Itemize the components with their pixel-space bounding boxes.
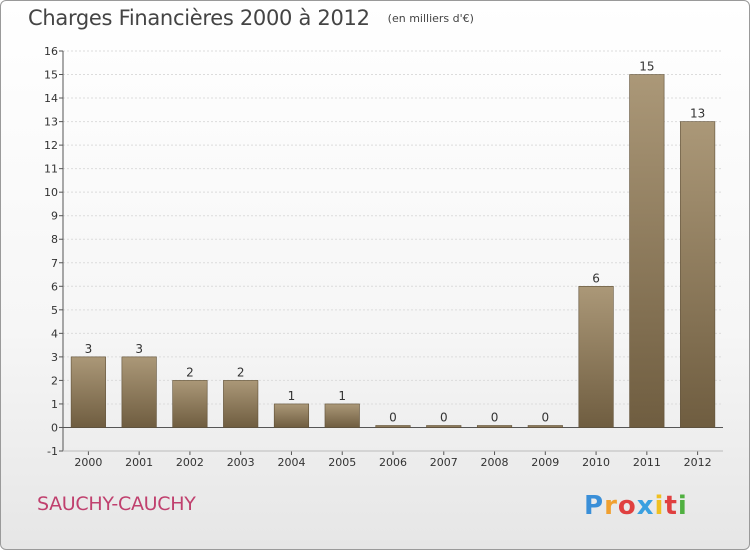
grid-layer <box>63 50 723 452</box>
bar-2003 <box>223 380 259 428</box>
value-label-2002: 2 <box>186 365 194 379</box>
x-tick-label-2003: 2003 <box>227 456 255 469</box>
value-label-2008: 0 <box>491 410 499 424</box>
y-tick-label: 13 <box>44 116 58 129</box>
value-label-2012: 13 <box>690 107 705 121</box>
value-label-2005: 1 <box>338 389 346 403</box>
y-tick-label: 5 <box>51 304 58 317</box>
brand-letter: i <box>677 491 688 521</box>
y-tick-label: 11 <box>44 163 58 176</box>
y-tick-label: 16 <box>44 45 58 58</box>
brand-letter: o <box>617 491 637 521</box>
labels-layer: 3 3 2 2 1 1 0 0 0 0 6 15 13 <box>85 60 706 425</box>
value-label-2007: 0 <box>440 410 448 424</box>
bars-layer <box>70 74 716 428</box>
chart-title: Charges Financières 2000 à 2012 <box>28 6 370 30</box>
bar-2000 <box>70 356 106 428</box>
y-tick-label: 15 <box>44 69 58 82</box>
bar-2007 <box>426 425 462 428</box>
y-tick-label: 12 <box>44 139 58 152</box>
y-tick-label: 10 <box>44 186 58 199</box>
brand-letter: i <box>654 491 665 521</box>
x-tick-label-2010: 2010 <box>582 456 610 469</box>
y-tick-label: 7 <box>51 257 58 270</box>
bar-2004 <box>273 403 310 428</box>
value-label-2006: 0 <box>389 410 397 424</box>
brand-letter: x <box>636 491 655 521</box>
brand-letter: t <box>664 491 678 521</box>
bar-2005 <box>324 403 360 428</box>
x-tick-label-2006: 2006 <box>379 456 407 469</box>
brand-letter: r <box>604 491 618 521</box>
x-tick-label-2011: 2011 <box>633 456 661 469</box>
y-tick-label: 8 <box>51 233 58 246</box>
value-label-2004: 1 <box>288 389 296 403</box>
x-tick-label-2005: 2005 <box>328 456 356 469</box>
y-tick-label: 3 <box>51 351 58 364</box>
y-tick-label: 4 <box>51 327 58 340</box>
value-label-2010: 6 <box>592 271 600 285</box>
brand-logo: Proxiti <box>584 491 688 521</box>
y-tick-label: 9 <box>51 210 58 223</box>
x-tick-label-2012: 2012 <box>684 456 712 469</box>
title-block: Charges Financières 2000 à 2012 (en mill… <box>28 6 474 30</box>
value-label-2011: 15 <box>639 60 654 74</box>
y-tick-label: -1 <box>47 445 58 458</box>
y-tick-label: 14 <box>44 92 58 105</box>
x-tick-label-2002: 2002 <box>176 456 204 469</box>
y-tick-label: 0 <box>51 421 58 434</box>
x-tick-label-2004: 2004 <box>277 456 305 469</box>
bar-2001 <box>121 356 157 428</box>
chart-subtitle: (en milliers d'€) <box>387 12 474 25</box>
y-tick-label: 1 <box>51 398 58 411</box>
value-label-2000: 3 <box>85 342 93 356</box>
value-label-2001: 3 <box>135 342 143 356</box>
y-tick-label: 2 <box>51 374 58 387</box>
commune-name: SAUCHY-CAUCHY <box>37 493 196 515</box>
x-tick-label-2007: 2007 <box>430 456 458 469</box>
value-label-2009: 0 <box>541 410 549 424</box>
bar-2008 <box>476 425 513 428</box>
bar-2012 <box>680 121 716 428</box>
brand-letter: P <box>584 491 605 521</box>
x-tick-label-2001: 2001 <box>125 456 153 469</box>
bar-2009 <box>527 425 563 428</box>
bar-2002 <box>172 380 208 428</box>
value-label-2003: 2 <box>237 365 245 379</box>
x-tick-label-2000: 2000 <box>74 456 102 469</box>
x-tick-label-2008: 2008 <box>481 456 509 469</box>
bar-2006 <box>375 425 411 428</box>
x-tick-label-2009: 2009 <box>531 456 559 469</box>
y-tick-label: 6 <box>51 280 58 293</box>
bar-2011 <box>629 74 665 428</box>
bar-2010 <box>578 285 614 428</box>
